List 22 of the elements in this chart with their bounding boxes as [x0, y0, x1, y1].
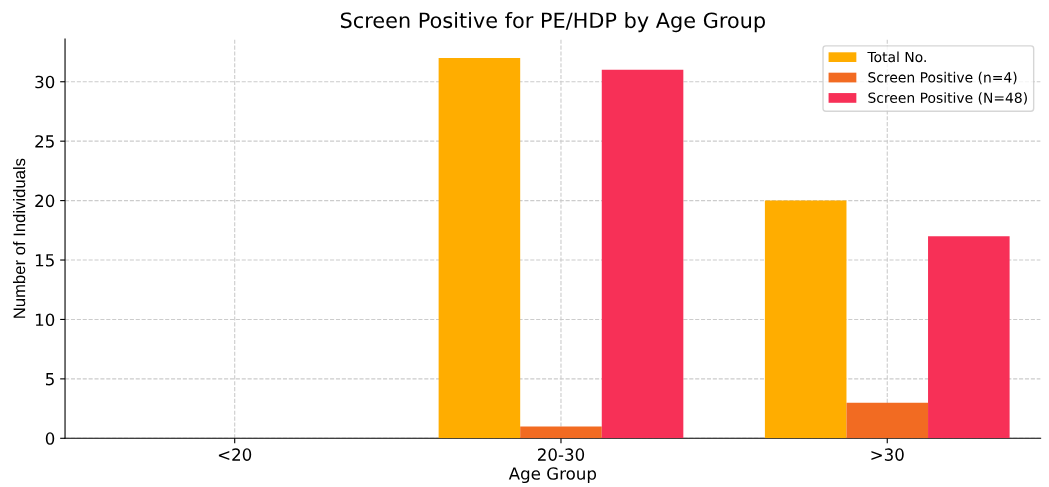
y-tick-label: 10 [35, 313, 55, 327]
y-tick-label: 30 [35, 75, 55, 89]
bar [601, 69, 684, 439]
chart-title: Screen Positive for PE/HDP by Age Group [340, 12, 765, 33]
legend-label: Screen Positive (N=48) [868, 92, 1027, 105]
y-tick-label: 5 [46, 373, 54, 386]
bar [846, 402, 929, 439]
y-axis-title: Number of Individuals [13, 158, 26, 318]
x-tick-label: 20-30 [537, 448, 585, 461]
x-tick-label: >30 [871, 448, 904, 461]
x-axis-title: Age Group [508, 467, 597, 484]
legend-label: Screen Positive (n=4) [868, 71, 1017, 85]
y-tick-label: 25 [35, 135, 54, 148]
y-tick-label: 0 [45, 432, 55, 445]
bar [764, 200, 847, 439]
x-tick-label: <20 [218, 448, 252, 461]
bar [438, 57, 521, 439]
bar [928, 236, 1010, 439]
bar [520, 426, 602, 439]
y-tick-label: 15 [35, 254, 54, 267]
y-tick-label: 20 [35, 194, 55, 208]
legend-label: Total No. [867, 51, 926, 63]
